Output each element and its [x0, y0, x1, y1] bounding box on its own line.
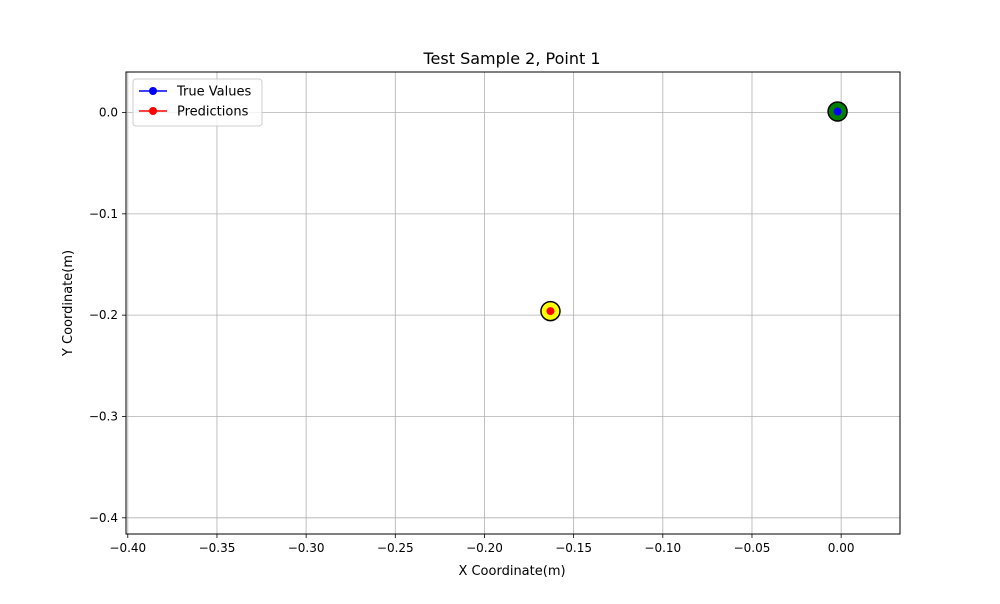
x-tick-label: −0.15 [555, 541, 592, 555]
x-tick-label: −0.05 [734, 541, 771, 555]
true-value-point [833, 107, 842, 116]
x-tick-label: −0.25 [377, 541, 414, 555]
y-tick-label: 0.0 [99, 106, 118, 120]
x-tick-label: −0.40 [109, 541, 146, 555]
y-tick-label: −0.1 [89, 207, 118, 221]
x-tick-label: 0.00 [828, 541, 855, 555]
prediction-point [546, 307, 555, 316]
grid [126, 72, 900, 534]
axes-frame [125, 71, 901, 535]
legend-label: Predictions [177, 105, 249, 120]
legend-marker [149, 107, 157, 115]
y-tick-label: −0.4 [89, 511, 118, 525]
x-tick-label: −0.35 [199, 541, 236, 555]
y-axis-ticks: 0.0 −0.1 −0.2 −0.3 −0.4 [89, 106, 126, 525]
data-points [540, 101, 848, 322]
x-axis-ticks: −0.40 −0.35 −0.30 −0.25 −0.20 −0.15 −0.10 −0.05… [109, 534, 855, 555]
x-axis-label: X Coordinate(m) [458, 564, 565, 579]
legend-label: True Values [176, 85, 251, 100]
legend-marker [149, 87, 157, 95]
x-tick-label: −0.30 [288, 541, 325, 555]
y-axis-label: Y Coordinate(m) [61, 250, 76, 357]
y-tick-label: −0.3 [89, 409, 118, 423]
chart-title: Test Sample 2, Point 1 [422, 49, 600, 68]
x-tick-label: −0.20 [466, 541, 503, 555]
legend: True Values Predictions [132, 78, 263, 127]
x-tick-label: −0.10 [644, 541, 681, 555]
y-tick-label: −0.2 [89, 308, 118, 322]
